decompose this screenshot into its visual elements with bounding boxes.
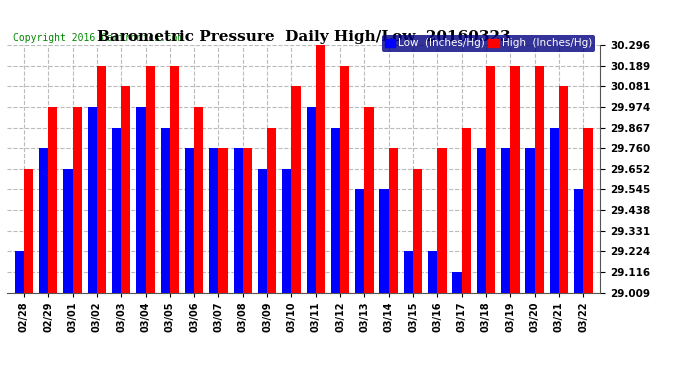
Bar — [477, 148, 486, 292]
Bar — [331, 128, 340, 292]
Bar — [574, 189, 583, 292]
Bar — [97, 66, 106, 292]
Bar — [137, 107, 146, 292]
Bar — [291, 86, 301, 292]
Bar — [48, 107, 57, 292]
Bar — [112, 128, 121, 292]
Bar — [462, 128, 471, 292]
Bar — [559, 86, 568, 292]
Bar — [306, 107, 316, 292]
Legend: Low  (Inches/Hg), High  (Inches/Hg): Low (Inches/Hg), High (Inches/Hg) — [382, 35, 595, 52]
Bar — [404, 251, 413, 292]
Bar — [267, 128, 277, 292]
Bar — [388, 148, 398, 292]
Bar — [39, 148, 48, 292]
Bar — [24, 169, 33, 292]
Bar — [72, 107, 82, 292]
Bar — [437, 148, 446, 292]
Bar — [121, 86, 130, 292]
Bar — [316, 45, 325, 292]
Bar — [243, 148, 252, 292]
Bar — [355, 189, 364, 292]
Bar — [219, 148, 228, 292]
Bar — [413, 169, 422, 292]
Text: Copyright 2016 Cartronics.com: Copyright 2016 Cartronics.com — [13, 33, 184, 42]
Bar — [185, 148, 194, 292]
Bar — [550, 128, 559, 292]
Bar — [535, 66, 544, 292]
Bar — [170, 66, 179, 292]
Bar — [282, 169, 291, 292]
Bar — [233, 148, 243, 292]
Bar — [511, 66, 520, 292]
Bar — [364, 107, 374, 292]
Bar — [161, 128, 170, 292]
Bar — [486, 66, 495, 292]
Bar — [380, 189, 388, 292]
Bar — [88, 107, 97, 292]
Bar — [258, 169, 267, 292]
Title: Barometric Pressure  Daily High/Low  20160323: Barometric Pressure Daily High/Low 20160… — [97, 30, 511, 44]
Bar — [14, 251, 24, 292]
Bar — [501, 148, 511, 292]
Bar — [340, 66, 349, 292]
Bar — [453, 272, 462, 292]
Bar — [428, 251, 437, 292]
Bar — [194, 107, 204, 292]
Bar — [525, 148, 535, 292]
Bar — [146, 66, 155, 292]
Bar — [63, 169, 72, 292]
Bar — [209, 148, 219, 292]
Bar — [583, 128, 593, 292]
